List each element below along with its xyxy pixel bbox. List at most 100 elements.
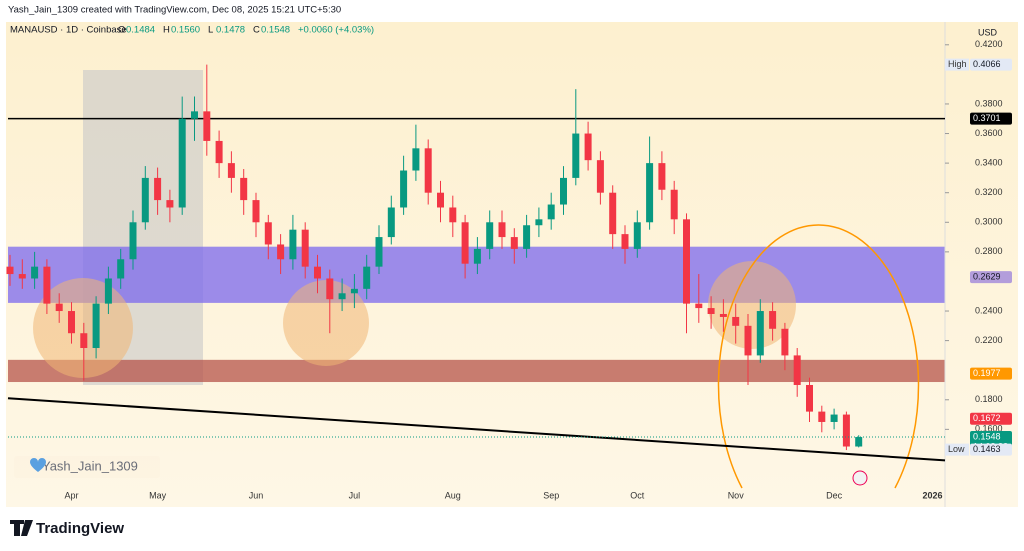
candle-body — [498, 222, 506, 238]
candle-body — [129, 222, 137, 260]
candle-body — [793, 355, 801, 385]
candle-body — [560, 177, 567, 205]
candle-body — [781, 328, 789, 356]
candle-body — [178, 118, 186, 208]
candle-body — [141, 177, 149, 223]
y-tick-label: 0.1800 — [975, 394, 1003, 404]
zone — [8, 359, 945, 383]
footer: TradingView — [36, 520, 124, 537]
candle-body — [191, 111, 198, 119]
price-label: 0.1463 — [973, 444, 1001, 454]
candle-body — [375, 237, 383, 267]
trendline — [7, 397, 946, 462]
y-tick-label: 0.4200 — [975, 39, 1003, 49]
ohlc-key: H — [163, 25, 170, 36]
candle-body — [523, 225, 531, 249]
price-tag-bg — [945, 443, 969, 456]
candle-body — [166, 200, 174, 208]
candle-body — [449, 207, 457, 223]
candle-body — [806, 384, 813, 412]
price-tag-bg — [945, 58, 969, 71]
candle-body — [461, 222, 469, 264]
price-label: 0.1977 — [973, 368, 1001, 378]
candle-body — [240, 177, 248, 201]
currency: USD — [978, 27, 998, 37]
candle-body — [732, 316, 740, 326]
price-label-bg — [970, 271, 1012, 284]
candle-body — [289, 229, 297, 260]
candle-body — [510, 237, 518, 249]
candle-body — [104, 278, 112, 304]
x-tick-label: 2026 — [922, 490, 942, 500]
price-label-bg — [970, 367, 1012, 380]
x-tick-label: Dec — [826, 490, 843, 500]
y-tick-label: 0.1600 — [975, 424, 1003, 434]
candle-body — [719, 313, 727, 317]
candle-body — [633, 222, 641, 249]
y-tick-label: 0.3400 — [975, 157, 1003, 167]
tv-logo — [10, 520, 33, 536]
candle-body — [473, 248, 481, 264]
y-tick-label: 0.3000 — [975, 217, 1003, 227]
y-tick-label: 0.3600 — [975, 128, 1003, 138]
candle-body — [707, 308, 715, 314]
y-tick-label: 0.3800 — [975, 98, 1003, 108]
y-tick-label: 0.2800 — [975, 246, 1003, 256]
x-tick-label: Aug — [445, 490, 461, 500]
price-tag: Low — [948, 444, 965, 454]
price-label-bg — [970, 58, 1012, 71]
x-tick-label: Jun — [249, 490, 264, 500]
price-label-bg — [970, 112, 1012, 125]
y-tick-label: 0.2400 — [975, 305, 1003, 315]
candle-body — [338, 293, 346, 300]
ohlc-value: 0.1548 — [261, 25, 290, 36]
candle-body — [326, 278, 334, 300]
price-label: 0.2629 — [973, 272, 1001, 282]
x-tick-label: May — [149, 490, 167, 500]
price-label-bg — [970, 443, 1012, 456]
candle-body — [154, 177, 162, 201]
candle-body — [6, 266, 14, 275]
candle-body — [646, 163, 654, 223]
price-label-bg — [970, 412, 1012, 425]
candle-body — [68, 311, 75, 334]
ohlc-key: L — [208, 25, 213, 36]
x-tick-label: Jul — [349, 490, 361, 500]
change: +0.0060 (+4.03%) — [298, 25, 374, 36]
candle-body — [227, 163, 235, 178]
candle-body — [855, 437, 863, 447]
x-tick-label: Apr — [64, 490, 78, 500]
candle-body — [437, 192, 444, 208]
ohlc-value: 0.1484 — [126, 25, 155, 36]
watermark-box — [14, 456, 160, 478]
candle-body — [547, 204, 555, 220]
candle-body — [818, 411, 826, 422]
candle-body — [842, 414, 850, 447]
candle-body — [350, 288, 358, 294]
highlight-circle — [283, 280, 369, 366]
x-tick-label: Sep — [543, 490, 559, 500]
candle-body — [535, 219, 543, 226]
event-icon — [852, 470, 868, 486]
candle-body — [80, 333, 88, 349]
candle-body — [55, 303, 63, 312]
candle-body — [621, 234, 629, 249]
candle-body — [683, 219, 690, 304]
x-tick-label: Nov — [728, 490, 745, 500]
candle-body — [756, 311, 764, 356]
candle-body — [695, 303, 703, 309]
price-label: 0.3701 — [973, 113, 1001, 123]
price-tag: High — [948, 59, 967, 69]
y-tick-label: 0.3200 — [975, 187, 1003, 197]
candle-body — [609, 192, 617, 235]
candle-body — [314, 266, 321, 279]
candle-body — [363, 266, 371, 289]
heart-icon — [30, 458, 46, 472]
ohlc-value: 0.1478 — [216, 25, 245, 36]
candle-body — [277, 244, 285, 260]
candle-body — [596, 160, 604, 193]
candle-body — [31, 266, 39, 279]
candle-body — [769, 311, 777, 329]
candle-body — [658, 163, 666, 190]
candle-body — [830, 414, 838, 422]
